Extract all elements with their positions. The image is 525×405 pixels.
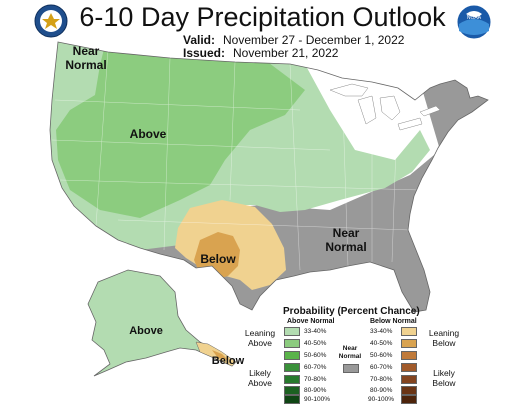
legend-swatch-below-80-90 xyxy=(401,386,417,395)
legend-below-range-3: 50-60% xyxy=(370,352,393,359)
legend-below-header: Below Normal xyxy=(370,318,417,325)
issued-label: Issued: xyxy=(183,46,226,60)
issued-date: November 21, 2022 xyxy=(233,46,339,60)
label-above-alaska: Above xyxy=(129,325,163,337)
legend-below-range-7: 90-100% xyxy=(368,396,395,403)
legend-below-range-2: 40-50% xyxy=(370,340,393,347)
legend-above-range-4: 60-70% xyxy=(304,364,327,371)
legend-swatch-above-70-80 xyxy=(284,375,300,384)
legend-above-range-2: 40-50% xyxy=(304,340,327,347)
state-boundaries xyxy=(51,49,421,271)
legend-above-header: Above Normal xyxy=(287,318,335,325)
great-lakes xyxy=(329,83,441,131)
legend-above-range-5: 70-80% xyxy=(304,376,327,383)
legend-above-range-7: 90-100% xyxy=(304,396,331,403)
legend-below-range-6: 80-90% xyxy=(370,387,393,394)
legend-swatch-below-70-80 xyxy=(401,375,417,384)
legend-swatch-above-33-40 xyxy=(284,327,300,336)
valid-dates: November 27 - December 1, 2022 xyxy=(223,33,405,47)
legend-swatch-below-50-60 xyxy=(401,351,417,360)
legend-above-range-3: 50-60% xyxy=(304,352,327,359)
legend-swatch-below-90-100 xyxy=(401,395,417,404)
legend-above-range-6: 80-90% xyxy=(304,387,327,394)
noaa-logo-icon: NOAA xyxy=(456,4,492,40)
valid-line: Valid: November 27 - December 1, 2022 xyxy=(183,33,404,47)
legend-leaning-below: Leaning Below xyxy=(428,328,460,348)
legend-swatch-below-40-50 xyxy=(401,339,417,348)
legend-likely-above: Likely Above xyxy=(247,368,273,388)
label-below-alaska: Below xyxy=(211,355,245,367)
label-below-south: Below xyxy=(200,252,236,266)
legend-near-normal-label: Near Normal xyxy=(338,345,362,360)
label-near-normal-nw: Near Normal xyxy=(65,44,107,72)
alaska-below-core xyxy=(212,350,228,360)
issued-line: Issued: November 21, 2022 xyxy=(183,46,338,60)
legend-below-range-4: 60-70% xyxy=(370,364,393,371)
legend-swatch-above-50-60 xyxy=(284,351,300,360)
legend-likely-below: Likely Below xyxy=(432,368,456,388)
legend-swatch-near-normal xyxy=(343,364,359,373)
legend-leaning-above: Leaning Above xyxy=(244,328,276,348)
commerce-seal-icon xyxy=(34,4,68,38)
legend-below-range-1: 33-40% xyxy=(370,328,393,335)
legend-swatch-below-60-70 xyxy=(401,363,417,372)
legend-title: Probability (Percent Chance) xyxy=(283,306,420,317)
legend-swatch-above-40-50 xyxy=(284,339,300,348)
legend-swatch-above-60-70 xyxy=(284,363,300,372)
map-title: 6-10 Day Precipitation Outlook xyxy=(79,2,446,32)
legend-above-range-1: 33-40% xyxy=(304,328,327,335)
noaa-logo-text: NOAA xyxy=(467,15,482,21)
valid-label: Valid: xyxy=(183,33,216,47)
legend-below-range-5: 70-80% xyxy=(370,376,393,383)
label-above-west: Above xyxy=(129,127,167,141)
above-40-50-region xyxy=(56,45,305,218)
label-near-normal-se: Near Normal xyxy=(325,226,367,254)
legend-swatch-below-33-40 xyxy=(401,327,417,336)
legend-swatch-above-90-100 xyxy=(284,395,300,404)
legend-swatch-above-80-90 xyxy=(284,386,300,395)
